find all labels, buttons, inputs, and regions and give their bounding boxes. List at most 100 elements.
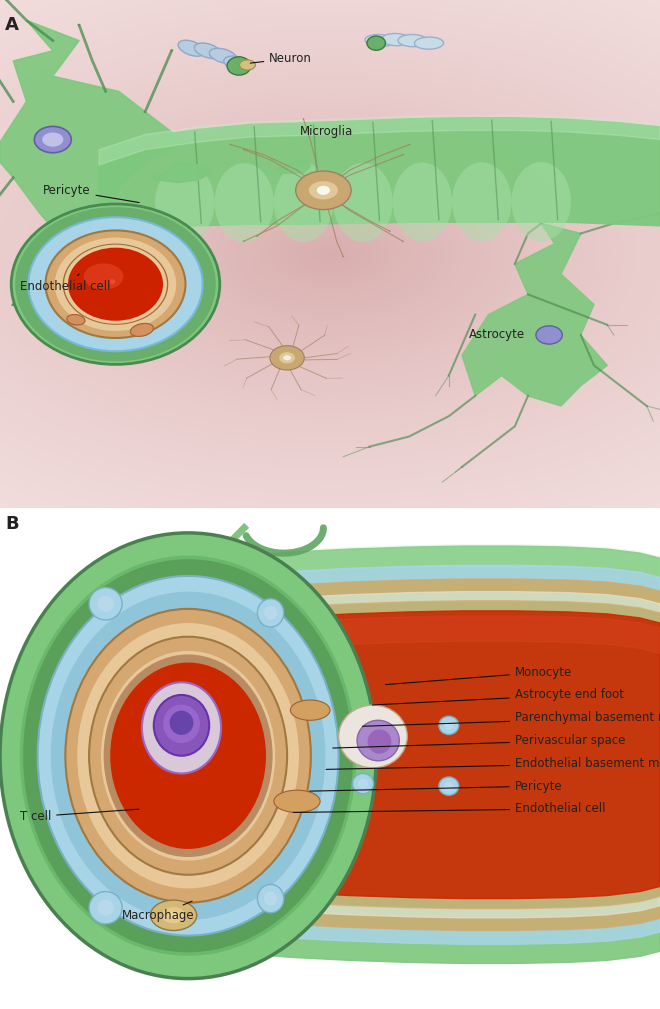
Polygon shape: [132, 885, 660, 930]
Ellipse shape: [290, 700, 330, 720]
Polygon shape: [132, 591, 660, 634]
Text: Endothelial cell: Endothelial cell: [20, 274, 110, 294]
Ellipse shape: [84, 263, 123, 290]
Text: Parenchymal basement membrane: Parenchymal basement membrane: [362, 711, 660, 726]
Ellipse shape: [368, 730, 391, 754]
Ellipse shape: [414, 37, 444, 49]
Ellipse shape: [68, 247, 163, 321]
Polygon shape: [99, 118, 660, 233]
Ellipse shape: [264, 892, 277, 906]
Ellipse shape: [339, 705, 407, 768]
Text: Pericyte: Pericyte: [310, 780, 562, 793]
Ellipse shape: [270, 346, 304, 370]
Ellipse shape: [444, 782, 454, 791]
Polygon shape: [132, 579, 660, 624]
Ellipse shape: [23, 559, 353, 952]
Ellipse shape: [132, 695, 211, 776]
Ellipse shape: [358, 779, 368, 789]
Ellipse shape: [76, 256, 129, 292]
Ellipse shape: [352, 717, 374, 738]
Ellipse shape: [170, 710, 193, 735]
Ellipse shape: [155, 163, 214, 242]
Text: Monocyte: Monocyte: [385, 666, 572, 685]
Ellipse shape: [34, 126, 71, 152]
Text: Perivascular space: Perivascular space: [333, 734, 625, 748]
Ellipse shape: [439, 716, 459, 735]
Ellipse shape: [168, 912, 179, 919]
Polygon shape: [132, 610, 660, 899]
Ellipse shape: [38, 576, 339, 935]
Ellipse shape: [195, 43, 221, 59]
Ellipse shape: [98, 900, 114, 916]
Ellipse shape: [178, 40, 205, 57]
Ellipse shape: [131, 323, 153, 336]
Ellipse shape: [89, 637, 287, 875]
Ellipse shape: [214, 163, 274, 242]
Ellipse shape: [0, 533, 376, 979]
Text: Endothelial cell: Endothelial cell: [293, 802, 605, 815]
Polygon shape: [277, 159, 310, 174]
Polygon shape: [462, 223, 607, 406]
Text: T cell: T cell: [20, 809, 139, 823]
Ellipse shape: [42, 132, 63, 146]
Ellipse shape: [317, 186, 330, 195]
Polygon shape: [152, 162, 211, 183]
Ellipse shape: [367, 36, 385, 50]
Ellipse shape: [398, 34, 427, 46]
Ellipse shape: [154, 695, 209, 756]
Ellipse shape: [227, 57, 251, 75]
Text: Endothelial basement membrane: Endothelial basement membrane: [326, 757, 660, 770]
Ellipse shape: [209, 48, 237, 64]
Ellipse shape: [365, 34, 394, 46]
Ellipse shape: [536, 326, 562, 344]
Ellipse shape: [104, 655, 273, 857]
Polygon shape: [99, 115, 660, 164]
Ellipse shape: [67, 315, 85, 325]
Ellipse shape: [452, 162, 512, 241]
Ellipse shape: [110, 663, 266, 849]
Ellipse shape: [109, 279, 116, 285]
Ellipse shape: [98, 595, 114, 611]
Polygon shape: [0, 20, 185, 264]
Polygon shape: [132, 615, 660, 674]
Ellipse shape: [55, 237, 176, 331]
Text: Astrocyte end foot: Astrocyte end foot: [372, 688, 624, 705]
Ellipse shape: [142, 682, 221, 774]
Ellipse shape: [274, 163, 333, 242]
Ellipse shape: [381, 33, 411, 45]
Text: Pericyte: Pericyte: [43, 184, 139, 203]
Polygon shape: [132, 546, 660, 964]
Ellipse shape: [358, 722, 368, 733]
Ellipse shape: [28, 217, 203, 351]
Ellipse shape: [279, 352, 295, 363]
Ellipse shape: [101, 651, 275, 861]
Ellipse shape: [162, 907, 185, 923]
Ellipse shape: [444, 720, 454, 730]
Text: Neuron: Neuron: [250, 51, 312, 65]
Ellipse shape: [296, 172, 351, 210]
Ellipse shape: [150, 900, 197, 930]
Polygon shape: [132, 866, 660, 909]
Text: Microglia: Microglia: [300, 125, 354, 138]
Ellipse shape: [20, 556, 356, 956]
Ellipse shape: [11, 204, 220, 364]
Ellipse shape: [63, 243, 168, 325]
Ellipse shape: [51, 591, 325, 920]
Ellipse shape: [439, 777, 459, 795]
Ellipse shape: [393, 162, 452, 242]
Ellipse shape: [145, 707, 205, 774]
Ellipse shape: [512, 162, 571, 241]
Ellipse shape: [283, 355, 291, 360]
Text: B: B: [5, 516, 19, 533]
Polygon shape: [132, 898, 660, 944]
Polygon shape: [132, 578, 284, 930]
Ellipse shape: [15, 207, 216, 361]
Ellipse shape: [77, 623, 299, 889]
Ellipse shape: [64, 244, 167, 324]
Ellipse shape: [357, 720, 399, 761]
Polygon shape: [132, 565, 660, 611]
Polygon shape: [132, 545, 660, 598]
Ellipse shape: [264, 605, 277, 620]
Ellipse shape: [89, 892, 122, 924]
Ellipse shape: [274, 790, 320, 812]
